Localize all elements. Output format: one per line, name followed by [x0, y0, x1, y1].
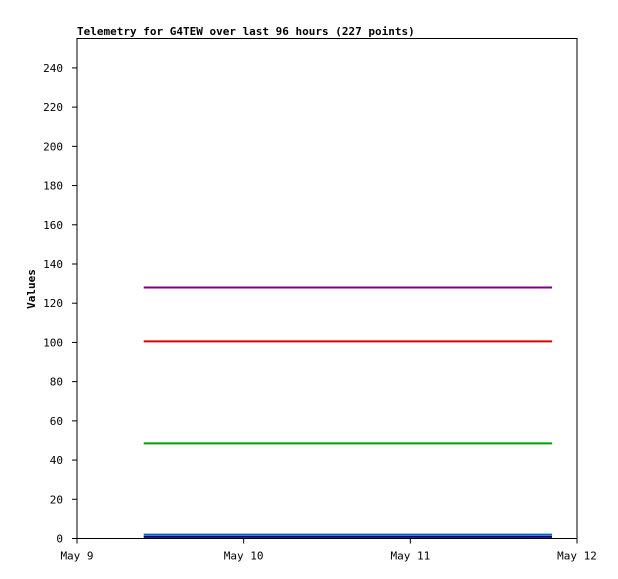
y-tick-label: 100 — [43, 336, 63, 349]
y-tick-label: 0 — [56, 533, 63, 546]
x-tick-label: May 11 — [390, 550, 430, 563]
x-tick-label: May 12 — [557, 550, 597, 563]
y-axis-ticks: 0 20 40 60 80 100 120 140 160 180 200 220 240 — [43, 62, 77, 546]
y-tick-label: 200 — [43, 140, 63, 153]
y-tick-label: 160 — [43, 219, 63, 232]
y-tick-label: 60 — [50, 415, 63, 428]
x-tick-label: May 10 — [224, 550, 264, 563]
y-tick-label: 220 — [43, 101, 63, 114]
y-axis-label: Values — [25, 269, 38, 309]
y-tick-label: 80 — [50, 376, 63, 389]
y-tick-label: 180 — [43, 180, 63, 193]
series-lines — [143, 286, 552, 538]
chart-title: Telemetry for G4TEW over last 96 hours (… — [77, 25, 415, 38]
y-tick-label: 240 — [43, 62, 63, 75]
y-tick-label: 40 — [50, 454, 63, 467]
x-tick-label: May 9 — [60, 550, 93, 563]
x-axis-ticks: May 9 May 10 May 11 May 12 — [60, 538, 597, 563]
y-tick-label: 120 — [43, 297, 63, 310]
y-tick-label: 20 — [50, 493, 63, 506]
y-tick-label: 140 — [43, 258, 63, 271]
